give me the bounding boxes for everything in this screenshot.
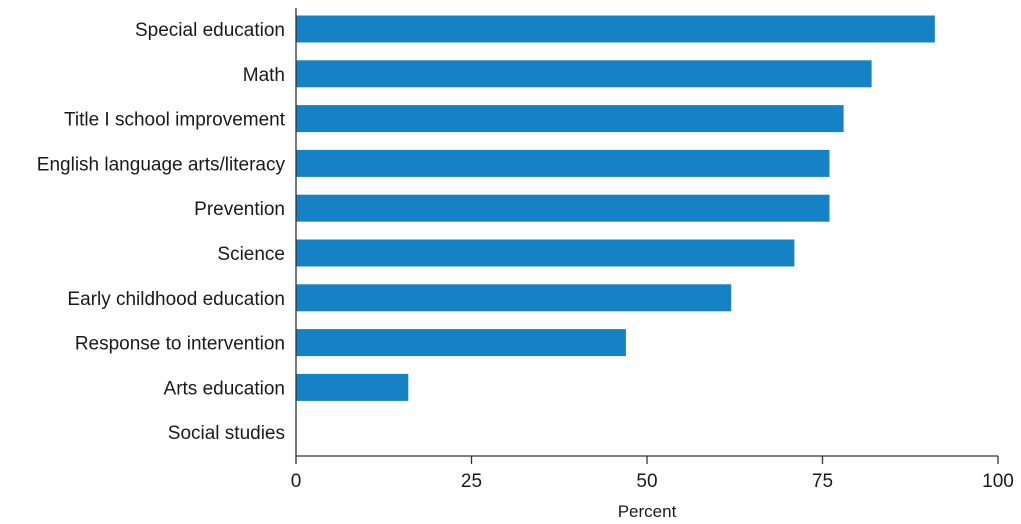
bar-1 [296,60,872,88]
x-tick-label-1: 25 [461,471,482,492]
bar-7 [296,329,626,357]
category-label-4: Prevention [194,199,285,220]
x-tick-label-0: 0 [291,471,302,492]
bar-4 [296,194,830,222]
category-label-0: Special education [135,20,285,41]
bar-3 [296,149,830,177]
x-tick-label-4: 100 [982,471,1014,492]
category-label-3: English language arts/literacy [37,154,286,175]
x-tick-label-3: 75 [812,471,833,492]
category-label-2: Title I school improvement [64,110,286,131]
bar-2 [296,105,844,133]
category-label-1: Math [243,65,285,86]
category-label-9: Social studies [168,423,285,444]
x-tick-label-2: 50 [636,471,657,492]
category-labels: Special education Math Title I school impr… [37,20,286,444]
bar-5 [296,239,795,267]
category-label-8: Arts education [164,378,285,399]
category-label-7: Response to intervention [75,334,285,355]
x-axis-ticks [295,456,999,464]
bar-8 [296,373,409,401]
bar-6 [296,284,732,312]
bars-group [296,15,935,401]
bar-0 [296,15,935,43]
category-label-6: Early childhood education [67,289,285,310]
x-axis-title: Percent [618,502,677,521]
x-axis-tick-labels: 0 25 50 75 100 [291,471,1014,492]
category-label-5: Science [217,244,285,265]
